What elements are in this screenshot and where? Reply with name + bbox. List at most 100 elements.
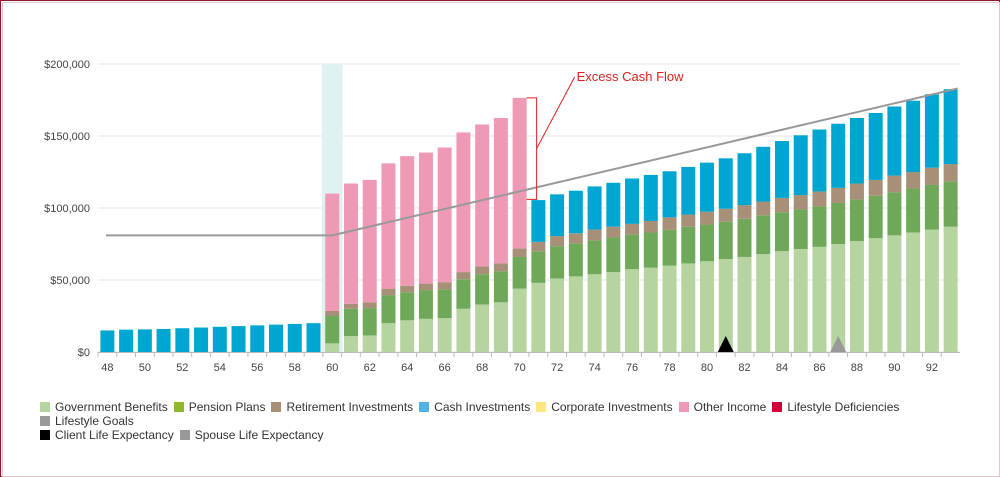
x-tick-label: 52: [176, 362, 188, 374]
pension-plans-bar: [550, 246, 565, 279]
retirement-investments-bar: [774, 197, 789, 213]
government-benefits-bar: [681, 263, 696, 352]
x-tick-label: 86: [813, 362, 825, 374]
lifestyle-goals-line: [106, 87, 958, 237]
government-benefits-bar: [568, 276, 583, 352]
pension-plans-bar: [737, 218, 752, 257]
pension-plans-bar: [793, 209, 808, 250]
pension-plans-bar: [831, 202, 846, 244]
retirement-investments-bar: [737, 205, 752, 219]
cash-investments-bar: [737, 153, 752, 206]
legend-item[interactable]: Corporate Investments: [536, 400, 673, 414]
x-tick-label: 48: [101, 362, 113, 374]
legend-item[interactable]: Government Benefits: [40, 400, 168, 414]
pension-plans-bar: [475, 274, 490, 305]
legend-label: Cash Investments: [434, 400, 531, 414]
cash-investments-bar: [231, 326, 246, 352]
cash-investments-bar: [156, 328, 171, 352]
x-tick-label: 66: [439, 362, 451, 374]
cash-investments-bar: [774, 141, 789, 198]
retirement-investments-bar: [812, 191, 827, 207]
government-benefits-bar: [887, 235, 902, 352]
pension-plans-bar: [418, 290, 433, 319]
x-tick-label: 80: [701, 362, 713, 374]
retirement-investments-bar: [906, 172, 921, 189]
legend-swatch: [179, 430, 190, 440]
cash-investments-bar: [269, 324, 284, 352]
retirement-investments-bar: [531, 241, 546, 252]
government-benefits-bar: [400, 320, 415, 352]
government-benefits-bar: [362, 335, 377, 352]
pension-plans-bar: [812, 206, 827, 247]
legend-swatch: [536, 402, 547, 412]
retirement-investments-bar: [475, 266, 490, 275]
retirement-investments-bar: [868, 179, 883, 196]
pension-plans-bar: [906, 188, 921, 233]
legend-swatch: [173, 402, 184, 412]
x-tick-label: 92: [926, 362, 938, 374]
government-benefits-bar: [737, 256, 752, 352]
x-tick-label: 54: [214, 362, 226, 374]
legend-item[interactable]: Client Life Expectancy: [40, 428, 174, 442]
legend-item[interactable]: Lifestyle Deficiencies: [772, 400, 899, 414]
pension-plans-bar: [568, 243, 583, 277]
chart-legend: Government Benefits Pension Plans Retireme…: [40, 400, 980, 442]
legend-swatch: [678, 402, 689, 412]
government-benefits-bar: [531, 282, 546, 352]
x-tick-label: 78: [663, 362, 675, 374]
cash-investments-bar: [306, 323, 321, 352]
legend-item[interactable]: Pension Plans: [173, 400, 266, 414]
legend-swatch: [40, 402, 50, 412]
government-benefits-bar: [343, 336, 358, 352]
pension-plans-bar: [887, 192, 902, 236]
other-income-bar: [493, 118, 508, 264]
cash-investments-bar: [793, 135, 808, 196]
retirement-investments-bar: [643, 220, 658, 233]
retirement-investments-bar: [718, 208, 733, 222]
retirement-investments-bar: [568, 233, 583, 244]
government-benefits-bar: [718, 259, 733, 352]
cash-investments-bar: [756, 146, 771, 202]
legend-item[interactable]: Other Income: [678, 400, 766, 414]
government-benefits-bar: [418, 318, 433, 352]
other-income-bar: [362, 179, 377, 303]
government-benefits-bar: [437, 318, 452, 352]
pension-plans-bar: [756, 215, 771, 255]
cash-investments-bar: [100, 330, 115, 352]
legend-item[interactable]: Cash Investments: [419, 400, 530, 414]
x-tick-label: 82: [738, 362, 750, 374]
government-benefits-bar: [831, 244, 846, 352]
legend-item[interactable]: Spouse Life Expectancy: [179, 428, 323, 442]
government-benefits-bar: [493, 302, 508, 352]
government-benefits-bar: [793, 249, 808, 352]
retirement-investments-bar: [512, 248, 527, 257]
legend-item[interactable]: Retirement Investments: [271, 400, 413, 414]
retirement-investments-bar: [756, 201, 771, 216]
cash-investments-bar: [662, 171, 677, 218]
government-benefits-bar: [943, 226, 958, 352]
retirement-investments-bar: [343, 303, 358, 309]
y-tick-label: $200,000: [44, 59, 90, 71]
cash-investments-bar: [212, 326, 227, 352]
government-benefits-bar: [662, 265, 677, 352]
legend-label: Government Benefits: [55, 400, 168, 414]
cash-investments-bar: [119, 329, 134, 352]
legend-label: Pension Plans: [188, 400, 266, 414]
retirement-investments-bar: [924, 167, 939, 185]
cash-investments-bar: [718, 158, 733, 209]
cash-investments-bar: [868, 112, 883, 180]
retirement-investments-bar: [625, 223, 640, 235]
x-tick-label: 74: [588, 362, 600, 374]
y-tick-label: $100,000: [44, 203, 90, 215]
legend-item[interactable]: Lifestyle Goals: [40, 414, 134, 428]
x-tick-label: 70: [514, 362, 526, 374]
legend-swatch: [40, 430, 50, 440]
retirement-investments-bar: [793, 195, 808, 210]
other-income-bar: [456, 132, 471, 273]
pension-plans-bar: [362, 308, 377, 336]
x-tick-label: 62: [364, 362, 376, 374]
legend-swatch: [772, 402, 783, 412]
cash-investments-bar: [194, 327, 209, 352]
government-benefits-bar: [906, 232, 921, 352]
government-benefits-bar: [475, 304, 490, 352]
